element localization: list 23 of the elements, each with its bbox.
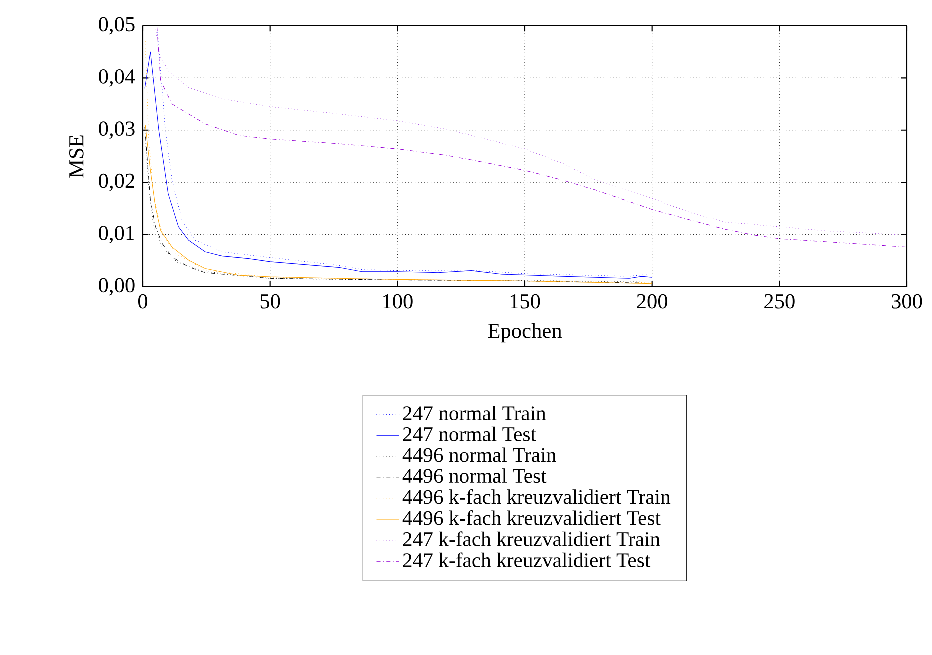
- y-tick-label: 0,00: [99, 278, 135, 296]
- x-tick-label: 100: [384, 294, 413, 309]
- x-tick-label: 0: [138, 294, 148, 309]
- x-tick-label: 300: [892, 294, 922, 309]
- y-tick-label: 0,01: [99, 226, 134, 244]
- legend-label: 4496 normal Test: [402, 468, 547, 484]
- x-tick-label: 250: [764, 294, 795, 309]
- legend-label: 247 normal Train: [403, 406, 546, 421]
- y-tick-label: 0,03: [99, 122, 135, 140]
- y-tick-label: 0,04: [99, 69, 136, 87]
- x-tick-label: 150: [510, 294, 540, 309]
- legend-label: 247 k-fach kreuzvalidiert Test: [403, 552, 651, 568]
- legend-label: 247 k-fach kreuzvalidiert Train: [403, 532, 660, 546]
- x-tick-label: 50: [260, 294, 280, 309]
- legend-label: 4496 k-fach kreuzvalidiert Train: [402, 489, 671, 504]
- y-tick-label: 0,02: [99, 174, 134, 192]
- y-tick-label: 0,05: [99, 17, 135, 35]
- x-tick-label: 200: [637, 294, 668, 309]
- x-axis-title: Epochen: [488, 323, 562, 343]
- legend-label: 4496 normal Train: [402, 448, 556, 462]
- legend-label: 4496 k-fach kreuzvalidiert Test: [402, 510, 661, 526]
- legend-label: 247 normal Test: [403, 426, 536, 442]
- y-axis-title: MSE: [69, 136, 84, 178]
